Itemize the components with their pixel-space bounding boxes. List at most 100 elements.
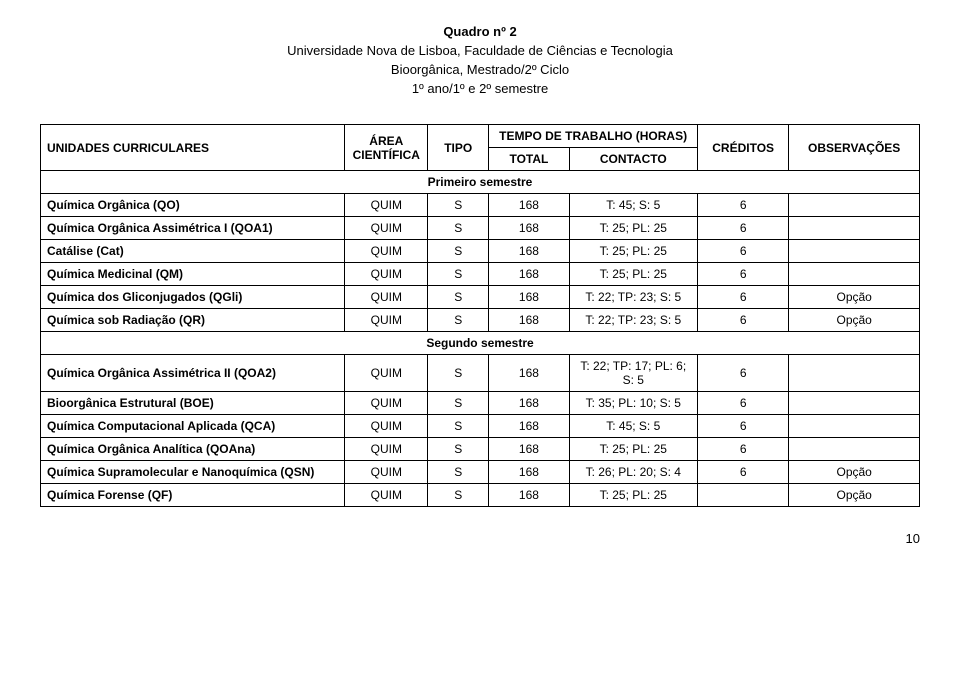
cell-unit: Química Orgânica Assimétrica I (QOA1)	[41, 217, 345, 240]
cell-unit: Química Supramolecular e Nanoquímica (QS…	[41, 461, 345, 484]
cell-total: 168	[489, 217, 569, 240]
cell-contacto: T: 35; PL: 10; S: 5	[569, 392, 697, 415]
cell-unit: Química Orgânica Analítica (QOAna)	[41, 438, 345, 461]
cell-unit: Química Computacional Aplicada (QCA)	[41, 415, 345, 438]
cell-unit: Catálise (Cat)	[41, 240, 345, 263]
cell-contacto: T: 25; PL: 25	[569, 438, 697, 461]
cell-contacto: T: 45; S: 5	[569, 415, 697, 438]
table-row: Química Forense (QF)QUIMS168T: 25; PL: 2…	[41, 484, 920, 507]
cell-unit: Bioorgânica Estrutural (BOE)	[41, 392, 345, 415]
table-row: Química Medicinal (QM)QUIMS168T: 25; PL:…	[41, 263, 920, 286]
cell-unit: Química Orgânica Assimétrica II (QOA2)	[41, 355, 345, 392]
header-university: Universidade Nova de Lisboa, Faculdade d…	[40, 43, 920, 58]
table-head: UNIDADES CURRICULARES ÁREA CIENTÍFICA TI…	[41, 125, 920, 171]
document-header: Quadro nº 2 Universidade Nova de Lisboa,…	[40, 24, 920, 96]
cell-total: 168	[489, 309, 569, 332]
cell-cred: 6	[697, 309, 788, 332]
cell-area: QUIM	[345, 263, 428, 286]
table-body: Primeiro semestreQuímica Orgânica (QO)QU…	[41, 171, 920, 507]
cell-tipo: S	[428, 194, 489, 217]
cell-cred: 6	[697, 263, 788, 286]
cell-obs	[789, 392, 920, 415]
cell-area: QUIM	[345, 355, 428, 392]
cell-total: 168	[489, 240, 569, 263]
cell-cred: 6	[697, 286, 788, 309]
cell-total: 168	[489, 461, 569, 484]
table-row: Química dos Gliconjugados (QGli)QUIMS168…	[41, 286, 920, 309]
cell-contacto: T: 26; PL: 20; S: 4	[569, 461, 697, 484]
cell-tipo: S	[428, 415, 489, 438]
cell-cred: 6	[697, 438, 788, 461]
cell-tipo: S	[428, 263, 489, 286]
cell-tipo: S	[428, 484, 489, 507]
cell-cred: 6	[697, 240, 788, 263]
header-year: 1º ano/1º e 2º semestre	[40, 81, 920, 96]
cell-obs	[789, 194, 920, 217]
col-unidades: UNIDADES CURRICULARES	[41, 125, 345, 171]
cell-unit: Química Forense (QF)	[41, 484, 345, 507]
cell-total: 168	[489, 415, 569, 438]
table-row: Química sob Radiação (QR)QUIMS168T: 22; …	[41, 309, 920, 332]
cell-tipo: S	[428, 286, 489, 309]
cell-area: QUIM	[345, 484, 428, 507]
cell-obs	[789, 263, 920, 286]
table-row: Química Orgânica (QO)QUIMS168T: 45; S: 5…	[41, 194, 920, 217]
cell-contacto: T: 25; PL: 25	[569, 217, 697, 240]
table-row: Química Orgânica Assimétrica I (QOA1)QUI…	[41, 217, 920, 240]
cell-unit: Química Orgânica (QO)	[41, 194, 345, 217]
cell-area: QUIM	[345, 194, 428, 217]
cell-cred: 6	[697, 194, 788, 217]
cell-area: QUIM	[345, 438, 428, 461]
section-label: Primeiro semestre	[41, 171, 920, 194]
cell-area: QUIM	[345, 392, 428, 415]
cell-tipo: S	[428, 461, 489, 484]
cell-contacto: T: 22; TP: 23; S: 5	[569, 286, 697, 309]
col-tipo: TIPO	[428, 125, 489, 171]
cell-tipo: S	[428, 240, 489, 263]
cell-obs	[789, 217, 920, 240]
cell-obs	[789, 438, 920, 461]
col-obs: OBSERVAÇÕES	[789, 125, 920, 171]
col-total: TOTAL	[489, 148, 569, 171]
table-row: Química Computacional Aplicada (QCA)QUIM…	[41, 415, 920, 438]
cell-unit: Química sob Radiação (QR)	[41, 309, 345, 332]
cell-obs: Opção	[789, 484, 920, 507]
cell-contacto: T: 25; PL: 25	[569, 263, 697, 286]
cell-contacto: T: 25; PL: 25	[569, 484, 697, 507]
cell-cred: 6	[697, 461, 788, 484]
cell-total: 168	[489, 392, 569, 415]
col-contacto: CONTACTO	[569, 148, 697, 171]
cell-area: QUIM	[345, 217, 428, 240]
curriculum-table: UNIDADES CURRICULARES ÁREA CIENTÍFICA TI…	[40, 124, 920, 507]
cell-tipo: S	[428, 355, 489, 392]
cell-obs: Opção	[789, 309, 920, 332]
header-title: Quadro nº 2	[40, 24, 920, 39]
cell-cred	[697, 484, 788, 507]
col-area: ÁREA CIENTÍFICA	[345, 125, 428, 171]
cell-cred: 6	[697, 392, 788, 415]
cell-area: QUIM	[345, 309, 428, 332]
cell-total: 168	[489, 438, 569, 461]
cell-area: QUIM	[345, 415, 428, 438]
table-row: Química Orgânica Analítica (QOAna)QUIMS1…	[41, 438, 920, 461]
cell-tipo: S	[428, 392, 489, 415]
table-row: Química Supramolecular e Nanoquímica (QS…	[41, 461, 920, 484]
cell-tipo: S	[428, 438, 489, 461]
cell-contacto: T: 22; TP: 17; PL: 6; S: 5	[569, 355, 697, 392]
table-row: Química Orgânica Assimétrica II (QOA2)QU…	[41, 355, 920, 392]
cell-unit: Química Medicinal (QM)	[41, 263, 345, 286]
cell-obs	[789, 240, 920, 263]
cell-contacto: T: 25; PL: 25	[569, 240, 697, 263]
cell-unit: Química dos Gliconjugados (QGli)	[41, 286, 345, 309]
cell-total: 168	[489, 286, 569, 309]
cell-cred: 6	[697, 415, 788, 438]
cell-total: 168	[489, 484, 569, 507]
cell-obs: Opção	[789, 461, 920, 484]
header-course: Bioorgânica, Mestrado/2º Ciclo	[40, 62, 920, 77]
cell-cred: 6	[697, 217, 788, 240]
cell-obs: Opção	[789, 286, 920, 309]
table-row: Bioorgânica Estrutural (BOE)QUIMS168T: 3…	[41, 392, 920, 415]
cell-cred: 6	[697, 355, 788, 392]
table-row: Catálise (Cat)QUIMS168T: 25; PL: 256	[41, 240, 920, 263]
cell-total: 168	[489, 194, 569, 217]
